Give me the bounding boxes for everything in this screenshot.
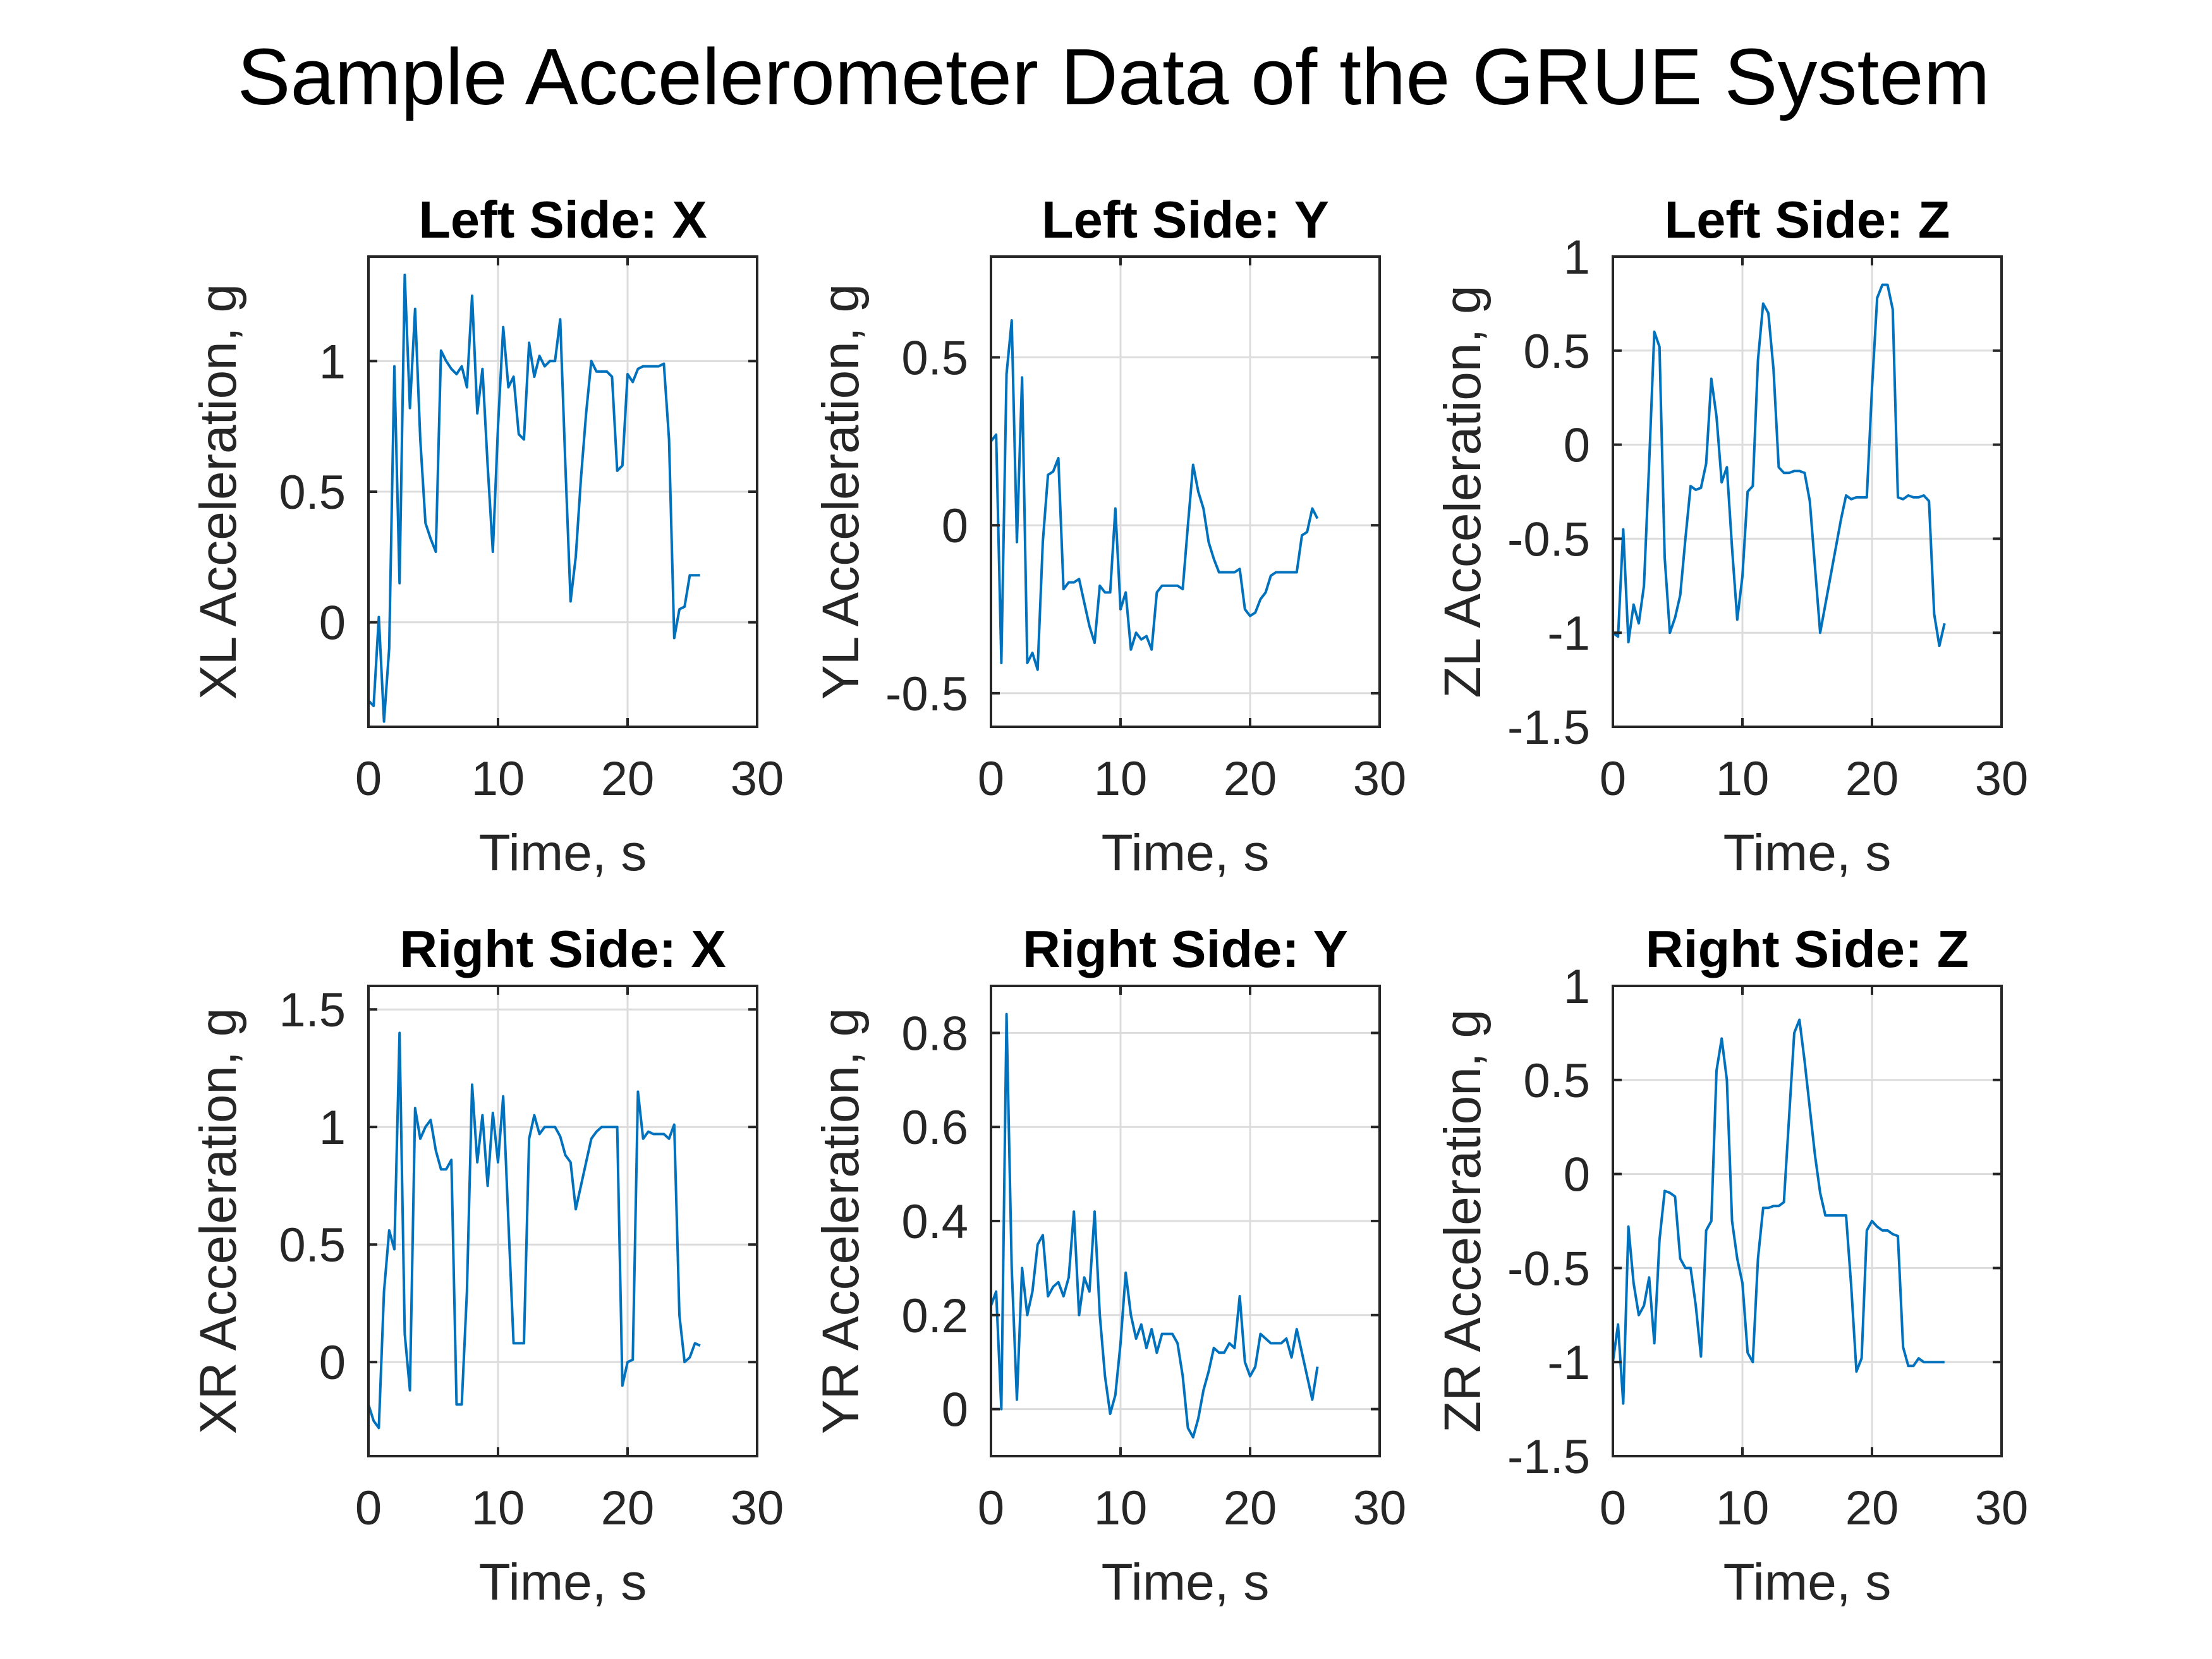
subplot-6: 0 10 20 30 -1.5 -1 -0.5 0 0.5 1 Right Side: Z Time,…: [1434, 920, 2028, 1611]
y-tick-label: 0: [1564, 419, 1590, 473]
subplot-title: Left Side: Y: [1042, 190, 1329, 249]
x-axis-label: Time, s: [479, 1553, 647, 1611]
series-line: [1612, 1018, 1945, 1405]
x-tick-label: 20: [1224, 752, 1277, 806]
x-axis-label: Time, s: [1102, 1553, 1270, 1611]
y-tick-label: -0.5: [1507, 513, 1590, 566]
series-line: [1612, 283, 1946, 647]
y-tick-label: 1: [1564, 960, 1590, 1014]
y-axis-label: YL Acceleration, g: [812, 284, 870, 700]
subplot-title: Right Side: Y: [1023, 920, 1348, 978]
x-tick-label: 20: [601, 1481, 655, 1535]
y-tick-label: 1.5: [279, 983, 346, 1037]
axes-frame: [1612, 255, 2003, 728]
y-axis-label: ZR Acceleration, g: [1434, 1009, 1492, 1433]
y-tick-label: 0: [319, 597, 346, 650]
y-tick-label: -1: [1547, 1336, 1590, 1390]
x-tick-label: 20: [601, 752, 655, 806]
subplot-4: 0 10 20 30 0 0.5 1 1.5 Right Side: X Time, s XR Ac…: [190, 920, 784, 1611]
x-tick-label: 10: [471, 752, 525, 806]
y-tick-label: 0.8: [901, 1007, 968, 1060]
series-line: [367, 273, 700, 723]
x-axis-label: Time, s: [1723, 824, 1892, 882]
x-tick-label: 10: [1716, 1481, 1770, 1535]
series-line: [990, 319, 1319, 671]
x-tick-label: 0: [1600, 752, 1626, 806]
axes-frame: [367, 985, 758, 1457]
y-tick-label: -1: [1547, 607, 1590, 660]
y-tick-label: -1.5: [1507, 701, 1590, 755]
x-tick-label: 20: [1845, 752, 1899, 806]
y-tick-label: -1.5: [1507, 1430, 1590, 1484]
y-tick-label: 0.4: [901, 1195, 968, 1249]
x-tick-label: 30: [1975, 752, 2029, 806]
figure-title: Sample Accelerometer Data of the GRUE Sy…: [237, 32, 1990, 121]
x-tick-label: 0: [978, 752, 1004, 806]
y-axis-label: XR Acceleration, g: [190, 1008, 247, 1435]
axes-frame: [990, 255, 1381, 728]
y-tick-label: 0.6: [901, 1101, 968, 1155]
y-tick-label: -0.5: [885, 667, 968, 721]
x-tick-label: 10: [1094, 1481, 1148, 1535]
y-tick-label: 0: [319, 1336, 346, 1390]
subplot-1: 0 10 20 30 0 0.5 1 Left Side: X Time, s XL Accele…: [190, 190, 784, 882]
x-tick-label: 10: [1094, 752, 1148, 806]
x-tick-label: 10: [1716, 752, 1770, 806]
y-tick-label: 0.5: [279, 466, 346, 520]
x-tick-label: 20: [1224, 1481, 1277, 1535]
x-tick-label: 10: [471, 1481, 525, 1535]
subplot-title: Right Side: X: [399, 920, 726, 978]
x-tick-label: 30: [1353, 752, 1407, 806]
y-tick-label: 0.5: [279, 1218, 346, 1272]
subplot-3: 0 10 20 30 -1.5 -1 -0.5 0 0.5 1 Left Side: Z Time, …: [1434, 190, 2028, 882]
y-tick-label: 0.5: [901, 331, 968, 385]
y-tick-label: 0.5: [1523, 325, 1590, 379]
x-tick-label: 0: [978, 1481, 1004, 1535]
subplot-title: Left Side: Z: [1665, 190, 1950, 249]
y-tick-label: 0: [1564, 1148, 1590, 1202]
x-tick-label: 30: [1353, 1481, 1407, 1535]
series-line: [990, 1012, 1319, 1439]
y-tick-label: 1: [319, 335, 346, 389]
y-axis-label: ZL Acceleration, g: [1434, 285, 1492, 698]
series-line: [367, 1031, 701, 1430]
y-axis-label: YR Acceleration, g: [812, 1008, 870, 1435]
x-axis-label: Time, s: [1102, 824, 1270, 882]
x-tick-label: 0: [1600, 1481, 1626, 1535]
y-tick-label: 1: [1564, 231, 1590, 284]
x-axis-label: Time, s: [479, 824, 647, 882]
y-tick-label: 0: [942, 499, 968, 553]
y-tick-label: 0: [942, 1383, 968, 1437]
y-tick-label: -0.5: [1507, 1242, 1590, 1296]
y-axis-label: XL Acceleration, g: [190, 284, 247, 700]
x-tick-label: 0: [355, 752, 382, 806]
subplot-5: 0 10 20 30 0 0.2 0.4 0.6 0.8 Right Side: Y Time, s…: [812, 920, 1406, 1611]
y-tick-label: 1: [319, 1101, 346, 1155]
y-tick-label: 0.5: [1523, 1054, 1590, 1108]
y-tick-label: 0.2: [901, 1289, 968, 1343]
axes-frame: [1612, 985, 2003, 1457]
x-tick-label: 30: [731, 1481, 784, 1535]
x-tick-label: 20: [1845, 1481, 1899, 1535]
x-axis-label: Time, s: [1723, 1553, 1892, 1611]
x-tick-label: 30: [731, 752, 784, 806]
x-tick-label: 30: [1975, 1481, 2029, 1535]
subplot-title: Left Side: X: [418, 190, 707, 249]
subplot-title: Right Side: Z: [1646, 920, 1969, 978]
x-tick-label: 0: [355, 1481, 382, 1535]
